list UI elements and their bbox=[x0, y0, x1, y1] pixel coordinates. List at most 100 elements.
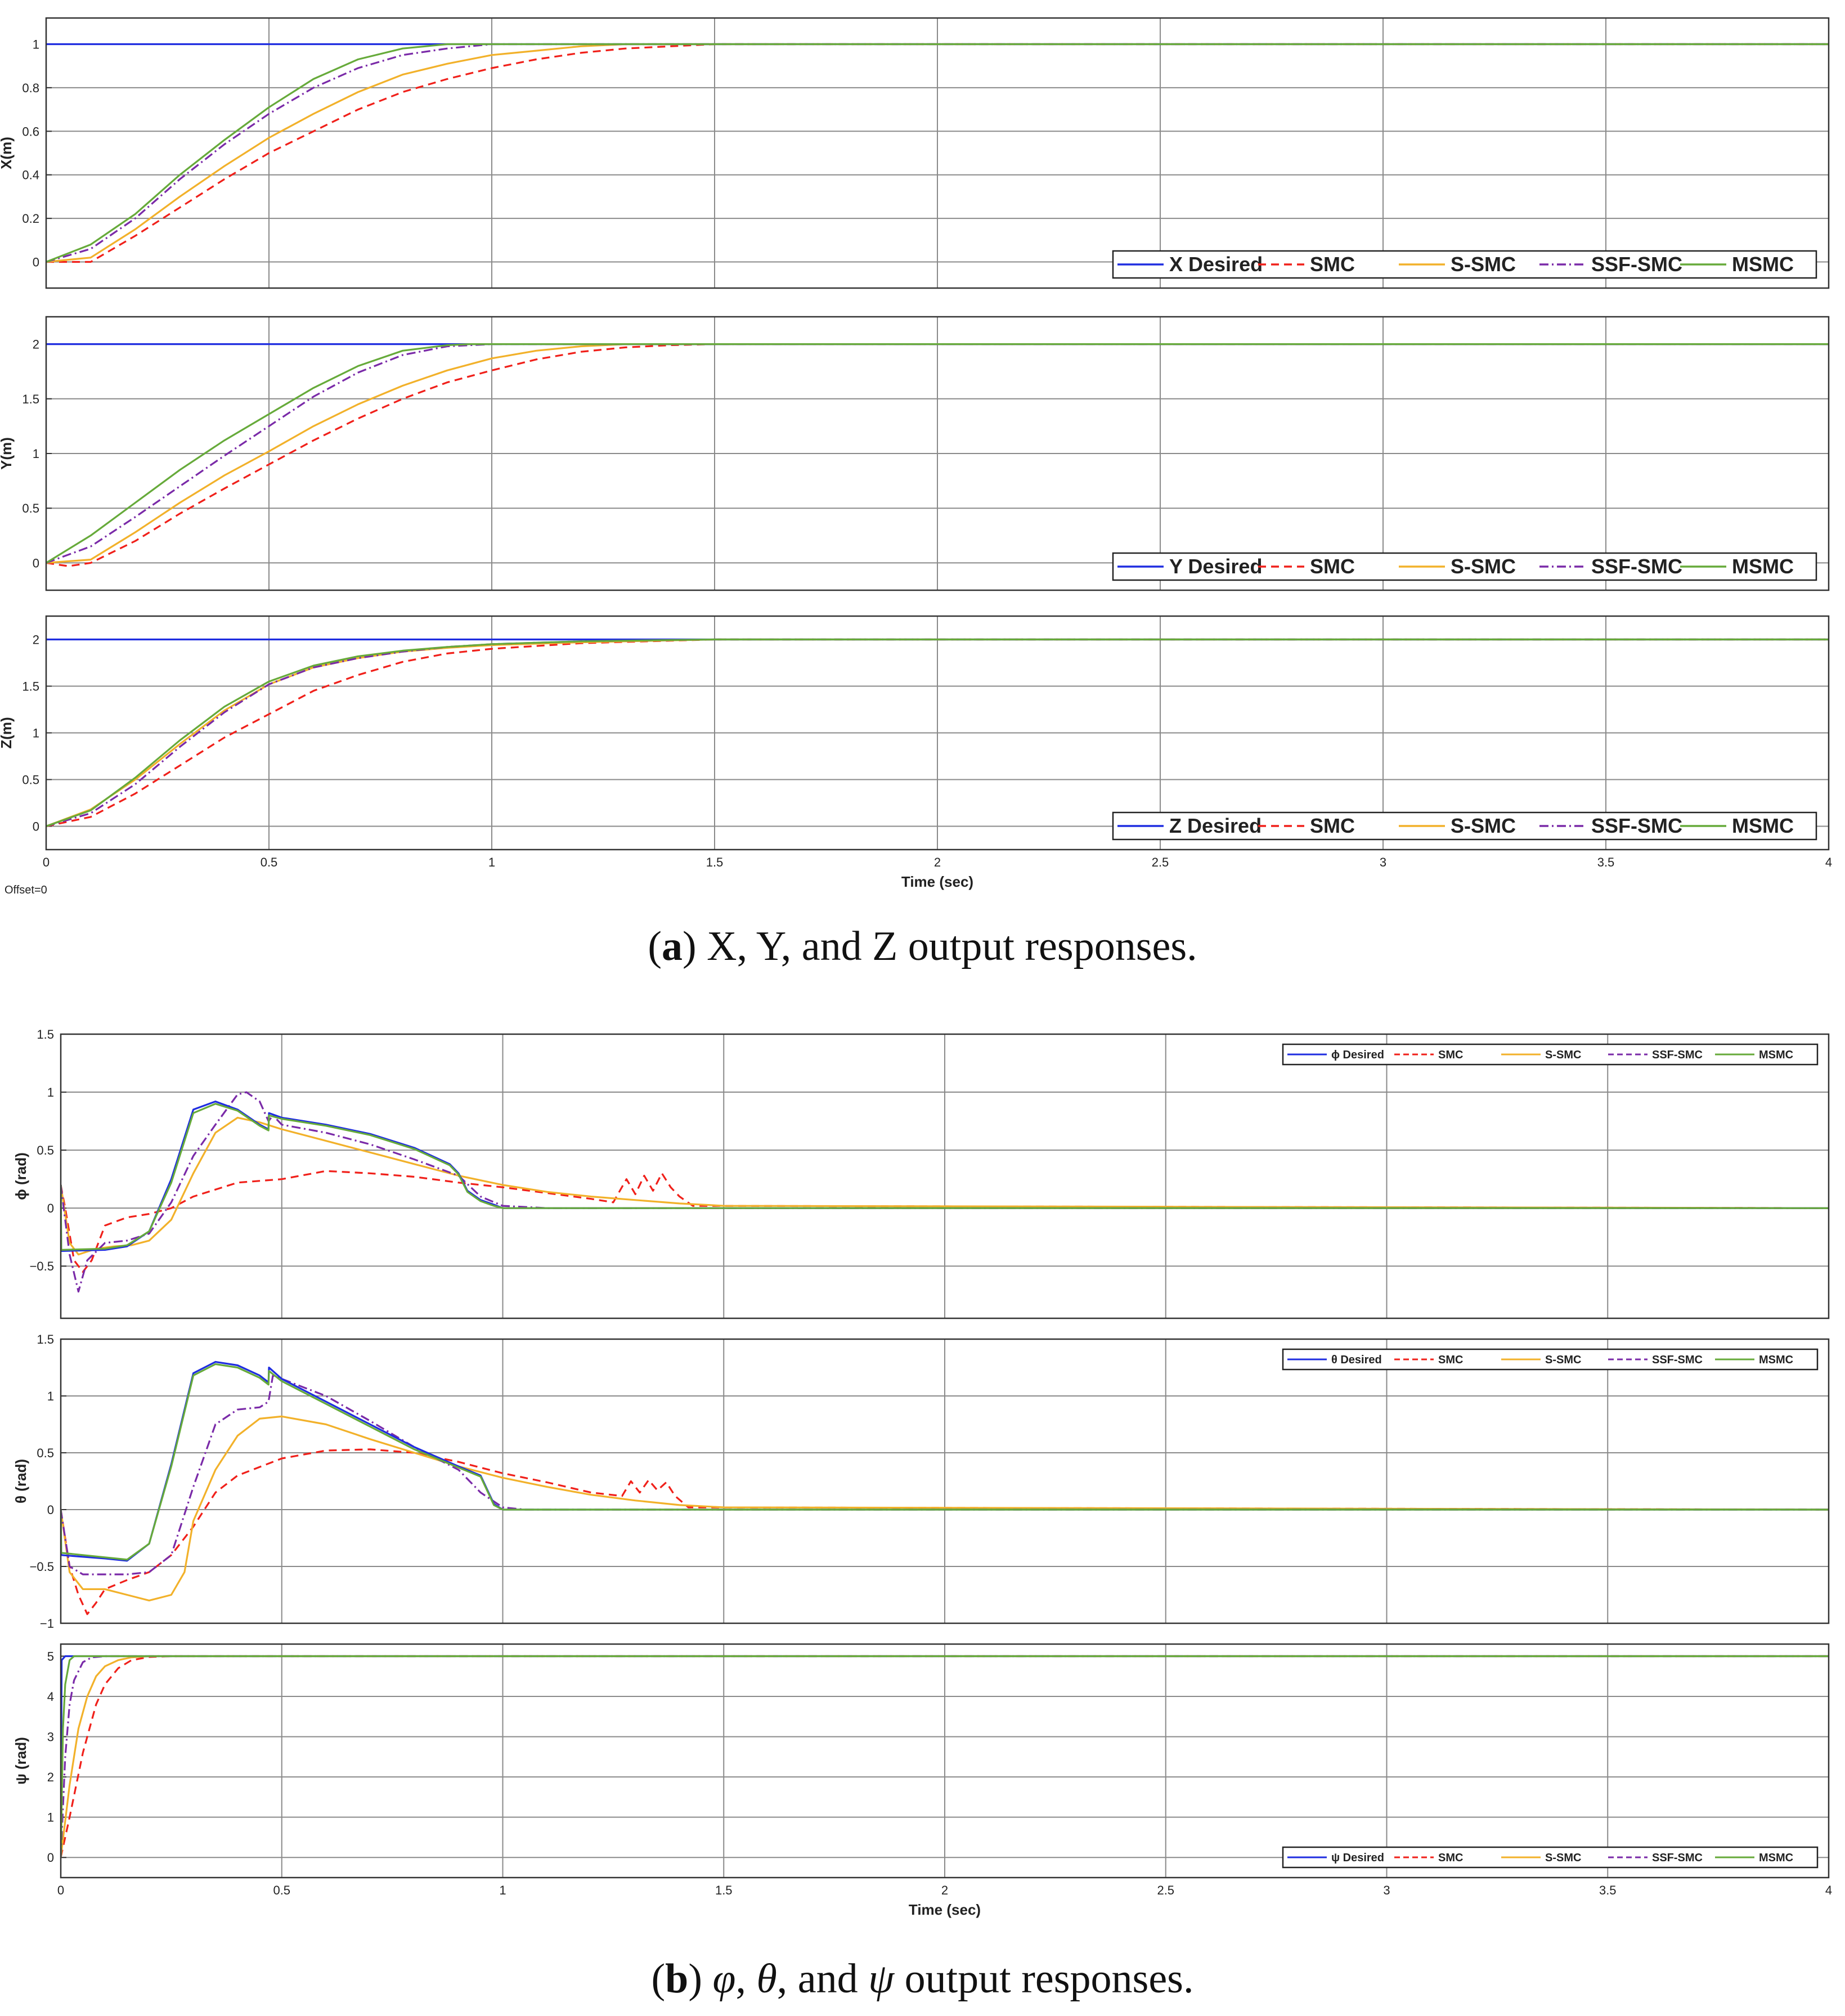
legend-label: MSMC bbox=[1759, 1852, 1793, 1864]
legend: θ Desired SMC S-SMC SSF-SMC MSMC bbox=[1282, 1348, 1819, 1371]
y-tick-label: 0.2 bbox=[22, 212, 39, 226]
legend-label: X Desired bbox=[1169, 253, 1263, 276]
y-tick-label: 1 bbox=[33, 37, 39, 51]
y-tick-label: 1.5 bbox=[22, 680, 39, 694]
chart-y: 0 0.5 1 1.5 2 Y(m) Y Desired SMC S-SMC SSF-SMC MSM… bbox=[0, 316, 1830, 591]
axes-frame bbox=[45, 17, 1830, 289]
legend-label: MSMC bbox=[1759, 1354, 1793, 1366]
y-tick-label: 0 bbox=[33, 820, 39, 834]
series-line-msmc bbox=[61, 1363, 1829, 1561]
series-line-smc bbox=[46, 43, 1829, 263]
series-line-smc bbox=[61, 1448, 1829, 1615]
legend-label: MSMC bbox=[1732, 814, 1794, 837]
caption-b-sep1: , bbox=[735, 1956, 757, 2002]
x-axis-label: Time (sec) bbox=[909, 1901, 981, 1918]
x-tick-label: 4 bbox=[1825, 1883, 1832, 1897]
legend-label: SSF-SMC bbox=[1652, 1354, 1703, 1366]
caption-b-text: output responses. bbox=[894, 1956, 1194, 2002]
legend-label: S-SMC bbox=[1545, 1852, 1581, 1864]
y-tick-label: 1 bbox=[47, 1811, 54, 1825]
series-line-ssmc bbox=[61, 1116, 1829, 1256]
legend-label: SMC bbox=[1310, 814, 1355, 837]
chart-phi: −0.5 0 0.5 1 1.5 ϕ (rad) ϕ Desired SMC S-SMC SSF-… bbox=[12, 1027, 1830, 1319]
x-tick-label: 3.5 bbox=[1599, 1883, 1617, 1897]
y-tick-label: 0 bbox=[47, 1503, 54, 1517]
x-tick-label: 0 bbox=[57, 1883, 64, 1897]
legend: ψ Desired SMC S-SMC SSF-SMC MSMC bbox=[1282, 1846, 1819, 1869]
y-tick-label: 0.5 bbox=[37, 1143, 54, 1157]
chart-theta: −1 −0.5 0 0.5 1 1.5 θ (rad) θ Desired SMC S-SMC SS… bbox=[12, 1332, 1830, 1631]
y-tick-label: 4 bbox=[47, 1690, 54, 1704]
series-line-ssmc bbox=[61, 1415, 1829, 1602]
x-tick-label: 2 bbox=[941, 1883, 948, 1897]
legend-label: S-SMC bbox=[1545, 1049, 1581, 1061]
y-tick-label: 0.4 bbox=[22, 168, 39, 182]
x-tick-label: 3.5 bbox=[1597, 855, 1615, 869]
chart-x: 0 0.2 0.4 0.6 0.8 1 X(m) X Desired SMC S-SMC SSF-S… bbox=[0, 17, 1830, 289]
caption-b-label: b bbox=[665, 1956, 689, 2002]
legend-label: SMC bbox=[1310, 555, 1355, 578]
y-axis-label: X(m) bbox=[0, 137, 15, 169]
y-tick-label: −1 bbox=[40, 1617, 54, 1631]
legend: Y Desired SMC S-SMC SSF-SMC MSMC bbox=[1112, 552, 1817, 581]
y-tick-label: 5 bbox=[47, 1649, 54, 1663]
caption-b-sym1: φ bbox=[712, 1956, 736, 2002]
y-axis-label: ϕ (rad) bbox=[12, 1152, 29, 1200]
legend-label: SMC bbox=[1438, 1049, 1463, 1061]
x-tick-label: 3 bbox=[1383, 1883, 1390, 1897]
y-tick-label: 0 bbox=[33, 556, 39, 570]
legend-label: SMC bbox=[1438, 1852, 1463, 1864]
y-tick-label: 2 bbox=[47, 1770, 54, 1784]
legend: X Desired SMC S-SMC SSF-SMC MSMC bbox=[1112, 250, 1817, 279]
y-tick-label: −0.5 bbox=[30, 1560, 54, 1574]
chart-psi: 0 0.5 1 1.5 2 2.5 3 3.5 4 0 1 2 3 4 5 ψ (rad) Time (sec)… bbox=[12, 1643, 1832, 1918]
x-tick-label: 4 bbox=[1825, 855, 1832, 869]
x-tick-label: 3 bbox=[1380, 855, 1386, 869]
legend-box bbox=[1112, 552, 1817, 581]
series-line-msmc bbox=[61, 1655, 1829, 1858]
series-line-msmc bbox=[46, 43, 1829, 263]
y-axis-label: θ (rad) bbox=[12, 1459, 29, 1503]
x-tick-label: 2.5 bbox=[1152, 855, 1169, 869]
legend-label: MSMC bbox=[1759, 1049, 1793, 1061]
x-tick-label: 0.5 bbox=[261, 855, 278, 869]
y-tick-label: 1 bbox=[33, 726, 39, 740]
caption-a-text: X, Y, and Z output responses. bbox=[707, 923, 1197, 969]
y-tick-label: 0 bbox=[47, 1201, 54, 1215]
series-line-msmc bbox=[46, 638, 1829, 828]
y-tick-label: 0.8 bbox=[22, 81, 39, 95]
caption-a: (a) X, Y, and Z output responses. bbox=[648, 923, 1197, 969]
caption-b-sym3: ψ bbox=[868, 1956, 895, 2002]
legend: Z Desired SMC S-SMC SSF-SMC MSMC bbox=[1112, 811, 1817, 841]
legend: ϕ Desired SMC S-SMC SSF-SMC MSMC bbox=[1282, 1043, 1819, 1066]
caption-b-sep2: , and bbox=[776, 1956, 869, 2002]
y-tick-label: 2 bbox=[33, 338, 39, 352]
x-tick-label: 1 bbox=[499, 1883, 506, 1897]
legend-label: SSF-SMC bbox=[1652, 1049, 1703, 1061]
x-axis-label: Time (sec) bbox=[901, 873, 973, 890]
series-line-smc bbox=[61, 1170, 1829, 1273]
caption-b-sym2: θ bbox=[756, 1956, 777, 2002]
y-tick-label: 1 bbox=[33, 447, 39, 461]
legend-label: Z Desired bbox=[1169, 814, 1262, 837]
x-tick-label: 2.5 bbox=[1157, 1883, 1174, 1897]
series-line-ssmc bbox=[46, 343, 1829, 564]
legend-label: ψ Desired bbox=[1331, 1852, 1384, 1864]
y-tick-label: 0 bbox=[47, 1851, 54, 1865]
y-tick-label: 0.5 bbox=[22, 501, 39, 515]
legend-label: S-SMC bbox=[1451, 555, 1516, 578]
series-line-smc bbox=[46, 638, 1829, 828]
x-tick-label: 2 bbox=[934, 855, 941, 869]
series-line-msmc bbox=[46, 343, 1829, 564]
caption-b: (b) φ, θ, and ψ output responses. bbox=[651, 1956, 1194, 2002]
legend-label: S-SMC bbox=[1545, 1354, 1581, 1366]
y-tick-label: 0.5 bbox=[22, 773, 39, 787]
legend-label: MSMC bbox=[1732, 555, 1794, 578]
x-tick-label: 1.5 bbox=[706, 855, 724, 869]
y-tick-label: 0 bbox=[33, 255, 39, 270]
y-tick-label: 3 bbox=[47, 1730, 54, 1744]
chart-z: 0 0.5 1 1.5 2 2.5 3 3.5 4 0 0.5 1 1.5 2 Z(m) Time (sec)… bbox=[0, 615, 1832, 890]
legend-label: SSF-SMC bbox=[1591, 253, 1682, 276]
y-axis-label: Y(m) bbox=[0, 437, 15, 470]
